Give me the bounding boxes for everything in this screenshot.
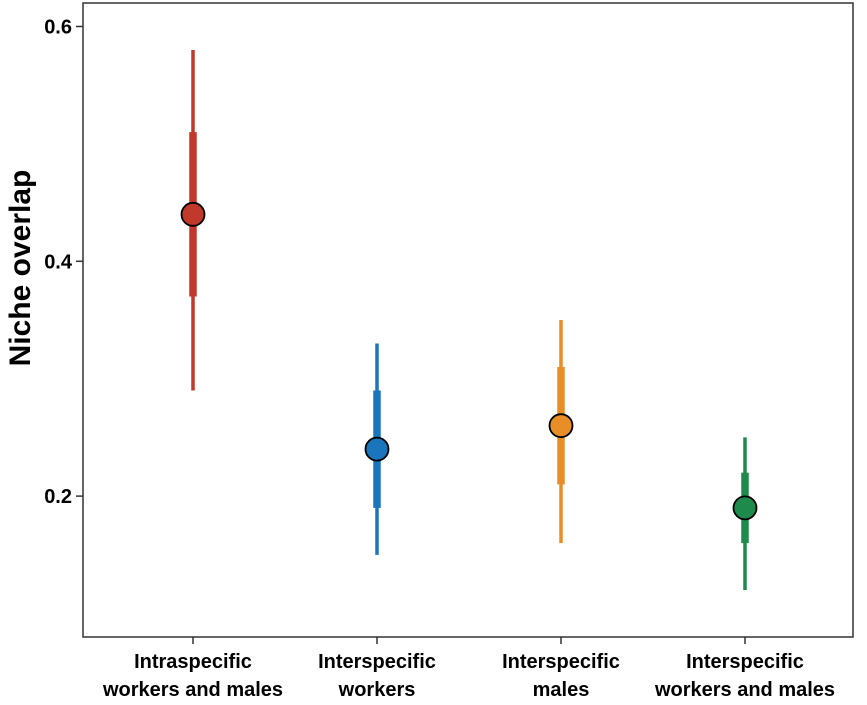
point-estimate	[732, 495, 758, 521]
y-tick-label: 0.2	[44, 486, 72, 508]
x-category-label: Interspecific workers and males	[654, 651, 835, 701]
data-marks	[180, 49, 758, 591]
x-category-label: Interspecific workers	[318, 651, 436, 701]
x-axis: Intraspecific workers and males Interspeci…	[102, 637, 835, 701]
point-interval-mark	[732, 437, 758, 591]
y-axis: 0.2 0.4 0.6	[44, 16, 83, 508]
point-interval-mark	[364, 343, 390, 555]
plot-panel	[82, 2, 854, 638]
x-category-label: Intraspecific workers and males	[102, 651, 283, 701]
point-estimate	[364, 436, 390, 462]
point-interval-mark	[548, 320, 574, 544]
point-interval-mark	[180, 49, 206, 391]
y-tick-label: 0.4	[44, 251, 73, 273]
point-estimate	[548, 413, 574, 439]
x-category-label: Interspecific males	[502, 651, 620, 701]
point-estimate	[180, 201, 206, 227]
y-axis-title: Niche overlap	[4, 170, 37, 367]
y-tick-label: 0.6	[44, 16, 72, 38]
